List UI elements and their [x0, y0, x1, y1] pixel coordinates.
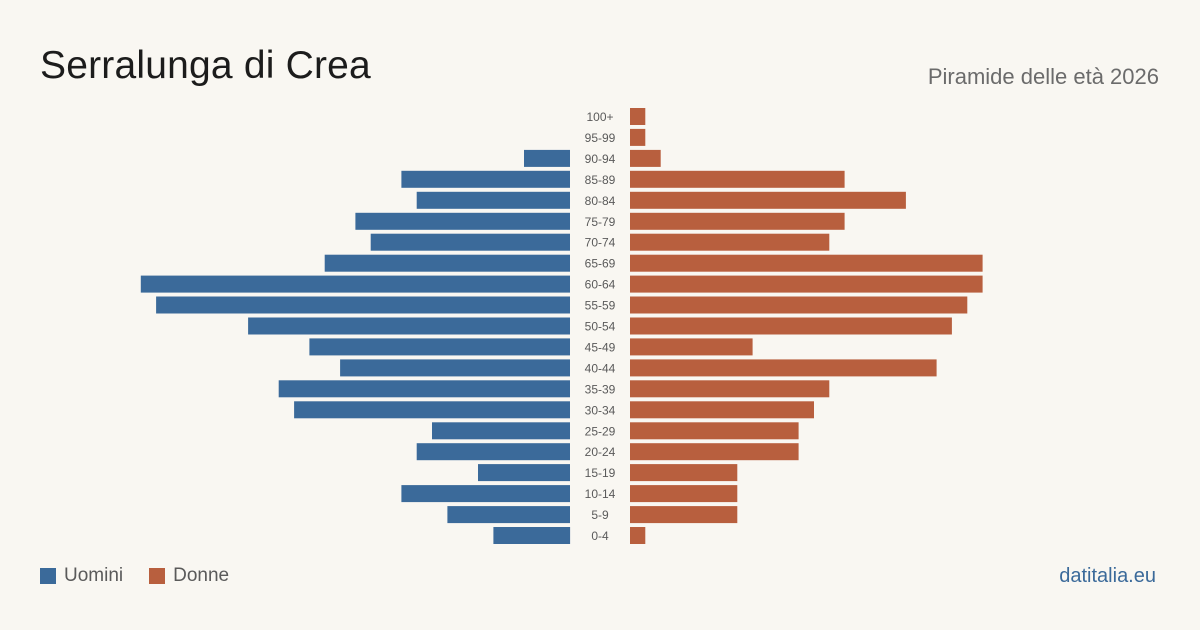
age-label-15-19: 15-19 [585, 466, 616, 480]
bar-men-40-44 [340, 359, 570, 377]
age-label-50-54: 50-54 [585, 320, 616, 334]
bar-men-90-94 [524, 149, 570, 167]
bar-men-80-84 [416, 191, 570, 209]
bar-women-25-29 [630, 422, 799, 440]
age-label-80-84: 80-84 [585, 194, 616, 208]
age-label-45-49: 45-49 [585, 340, 616, 354]
bar-men-30-34 [294, 401, 570, 419]
age-label-20-24: 20-24 [585, 445, 616, 459]
age-label-100+: 100+ [586, 110, 613, 124]
chart-subtitle: Piramide delle età 2026 [927, 64, 1159, 89]
chart-title: Serralunga di Crea [40, 44, 371, 87]
bar-men-20-24 [416, 443, 570, 461]
bar-men-75-79 [355, 212, 570, 230]
bar-men-70-74 [370, 233, 570, 251]
age-label-25-29: 25-29 [585, 424, 616, 438]
bar-women-80-84 [630, 191, 906, 209]
bar-women-0-4 [630, 527, 646, 544]
bar-men-10-14 [401, 485, 570, 503]
bar-women-100+ [630, 108, 646, 125]
source-link[interactable]: datitalia.eu [1059, 565, 1156, 587]
legend-item-women: Donne [149, 565, 229, 587]
age-label-10-14: 10-14 [585, 487, 616, 501]
bar-women-20-24 [630, 443, 799, 461]
bar-men-35-39 [278, 380, 570, 398]
age-label-60-64: 60-64 [585, 278, 616, 292]
bar-men-55-59 [156, 296, 570, 314]
bar-women-35-39 [630, 380, 830, 398]
bar-women-85-89 [630, 170, 845, 188]
age-label-90-94: 90-94 [585, 152, 616, 166]
legend-swatch-men [40, 568, 56, 584]
age-label-35-39: 35-39 [585, 382, 616, 396]
bar-men-5-9 [447, 506, 570, 524]
bar-women-70-74 [630, 233, 830, 251]
bar-women-95-99 [630, 128, 646, 146]
bar-women-75-79 [630, 212, 845, 230]
bar-men-65-69 [324, 254, 570, 272]
legend-label-men: Uomini [64, 565, 124, 586]
bar-women-30-34 [630, 401, 814, 419]
legend-label-women: Donne [173, 565, 230, 586]
age-label-30-34: 30-34 [585, 403, 616, 417]
bar-men-15-19 [478, 464, 570, 482]
age-label-5-9: 5-9 [591, 508, 609, 522]
bar-men-85-89 [401, 170, 570, 188]
bar-women-55-59 [630, 296, 968, 314]
legend: Uomini Donne [40, 565, 255, 587]
bar-women-65-69 [630, 254, 983, 272]
bar-women-45-49 [630, 338, 753, 356]
age-label-40-44: 40-44 [585, 361, 616, 375]
bar-women-5-9 [630, 506, 738, 524]
bar-women-50-54 [630, 317, 952, 335]
bar-women-10-14 [630, 485, 738, 503]
bar-women-90-94 [630, 149, 661, 167]
age-label-85-89: 85-89 [585, 173, 616, 187]
bar-men-45-49 [309, 338, 570, 356]
bar-men-25-29 [432, 422, 570, 440]
bar-women-60-64 [630, 275, 983, 293]
age-label-55-59: 55-59 [585, 299, 616, 313]
age-label-65-69: 65-69 [585, 257, 616, 271]
bar-men-0-4 [493, 527, 571, 544]
bar-men-50-54 [248, 317, 570, 335]
legend-item-men: Uomini [40, 565, 123, 587]
bar-women-40-44 [630, 359, 937, 377]
bar-women-15-19 [630, 464, 738, 482]
age-label-70-74: 70-74 [585, 236, 616, 250]
age-label-95-99: 95-99 [585, 131, 616, 145]
legend-swatch-women [149, 568, 166, 584]
age-label-0-4: 0-4 [591, 529, 609, 543]
age-label-75-79: 75-79 [585, 215, 616, 229]
bar-men-60-64 [140, 275, 571, 293]
